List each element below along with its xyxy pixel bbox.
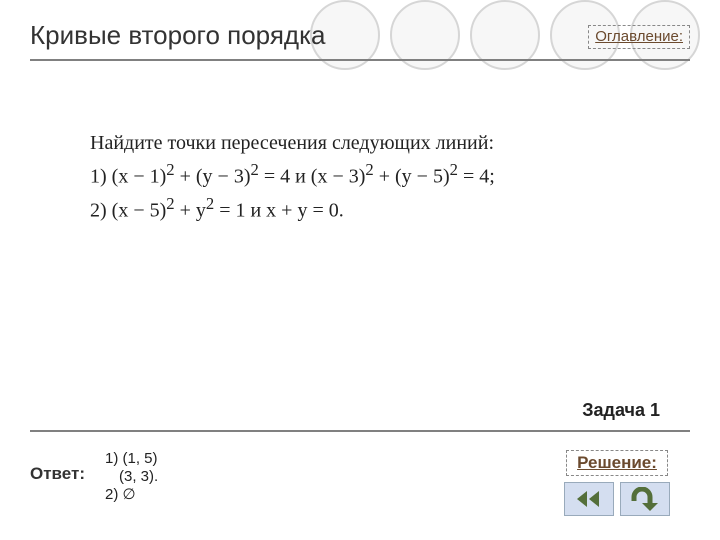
- solution-link-container[interactable]: Решение:: [566, 450, 668, 476]
- answer-label: Ответ:: [30, 464, 85, 484]
- solution-block: Решение:: [564, 450, 670, 516]
- problem-line-2: 2) (x − 5)2 + y2 = 1 и x + y = 0.: [90, 193, 660, 225]
- return-button[interactable]: [620, 482, 670, 516]
- nav-buttons: [564, 482, 670, 516]
- problem-statement: Найдите точки пересечения следующих лини…: [90, 130, 660, 224]
- problem-intro: Найдите точки пересечения следующих лини…: [90, 130, 660, 157]
- prev-button[interactable]: [564, 482, 614, 516]
- answer-text: 1) (1, 5) (3, 3). 2) ∅: [105, 450, 158, 504]
- task-label: Задача 1: [582, 400, 660, 421]
- solution-link[interactable]: Решение:: [577, 453, 657, 472]
- toc-link[interactable]: Оглавление:: [595, 28, 683, 45]
- problem-line-1: 1) (x − 1)2 + (y − 3)2 = 4 и (x − 3)2 + …: [90, 159, 660, 191]
- toc-link-container[interactable]: Оглавление:: [588, 25, 690, 49]
- answer-block: Ответ: 1) (1, 5) (3, 3). 2) ∅: [30, 450, 158, 504]
- arrow-left-icon: [575, 489, 603, 509]
- footer-divider: [30, 430, 690, 432]
- return-icon: [628, 487, 662, 511]
